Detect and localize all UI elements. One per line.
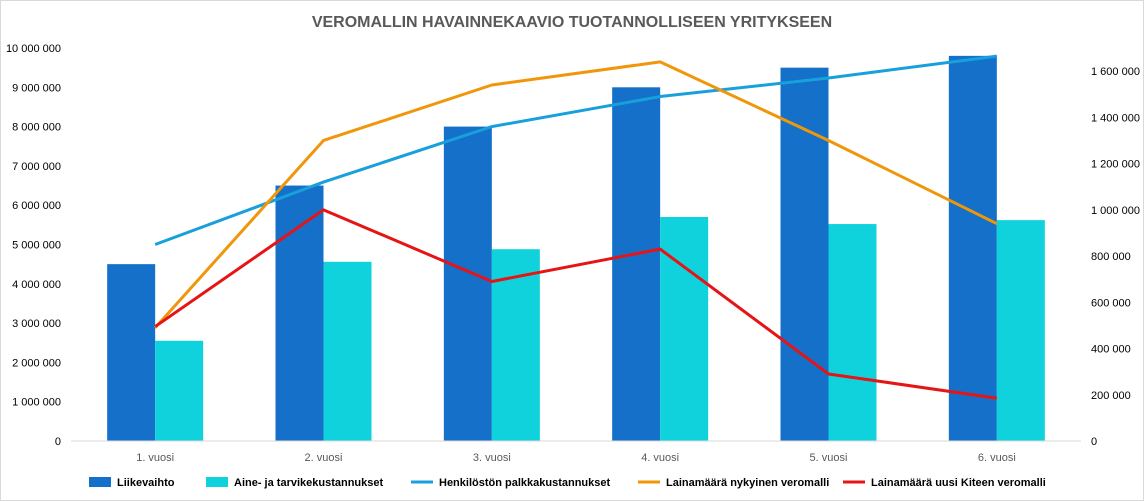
series-line: [154, 208, 998, 400]
y2-tick-label: 600 000: [1091, 297, 1131, 309]
bar: [828, 224, 877, 441]
legend-swatch: [206, 477, 228, 487]
x-tick-label: 1. vuosi: [136, 452, 174, 464]
x-tick-label: 4. vuosi: [641, 452, 679, 464]
chart-title: VEROMALLIN HAVAINNEKAAVIO TUOTANNOLLISEE…: [312, 14, 832, 31]
y-tick-label: 10 000 000: [6, 43, 61, 55]
y-tick-label: 3 000 000: [12, 318, 61, 330]
legend-label: Lainamäärä nykyinen veromalli: [666, 477, 829, 489]
y2-tick-label: 200 000: [1091, 390, 1131, 402]
legend-label: Henkilöstön palkkakustannukset: [439, 477, 610, 489]
x-tick-label: 2. vuosi: [305, 452, 343, 464]
y-tick-label: 7 000 000: [12, 161, 61, 173]
plot-area: 0 1 000 000 2 000 000 3 000 000 4 000 000 5 0…: [6, 43, 1140, 464]
y-tick-label: 2 000 000: [12, 357, 61, 369]
x-tick-label: 5. vuosi: [810, 452, 848, 464]
legend: Liikevaihto Aine- ja tarvikekustannukset H…: [89, 477, 1046, 489]
series-line: [154, 54, 998, 246]
y2-tick-label: 1 600 000: [1091, 66, 1140, 78]
bar: [107, 264, 156, 441]
bar: [275, 185, 324, 441]
y-tick-label: 8 000 000: [12, 122, 61, 134]
y2-tick-label: 1 200 000: [1091, 159, 1140, 171]
legend-label: Liikevaihto: [117, 477, 175, 489]
y-tick-label: 0: [55, 436, 61, 448]
bar: [443, 126, 492, 441]
y-tick-label: 5 000 000: [12, 240, 61, 252]
y-tick-label: 4 000 000: [12, 279, 61, 291]
x-tick-label: 3. vuosi: [473, 452, 511, 464]
y2-tick-label: 1 000 000: [1091, 205, 1140, 217]
bar: [660, 216, 709, 441]
y2-tick-label: 1 400 000: [1091, 112, 1140, 124]
bar: [780, 67, 829, 442]
y2-tick-label: 400 000: [1091, 344, 1131, 356]
legend-label: Lainamäärä uusi Kiteen veromalli: [871, 477, 1046, 489]
bar: [948, 55, 997, 442]
legend-label: Aine- ja tarvikekustannukset: [234, 477, 384, 489]
y2-tick-label: 0: [1091, 436, 1097, 448]
y-tick-label: 1 000 000: [12, 397, 61, 409]
bar: [323, 261, 372, 441]
bar: [996, 220, 1045, 441]
x-tick-label: 6. vuosi: [978, 452, 1016, 464]
series-line: [154, 60, 998, 329]
y-tick-label: 9 000 000: [12, 82, 61, 94]
legend-swatch: [89, 477, 111, 487]
y-tick-label: 6 000 000: [12, 200, 61, 212]
bar: [155, 340, 204, 441]
bar: [612, 87, 661, 442]
y2-tick-label: 800 000: [1091, 251, 1131, 263]
